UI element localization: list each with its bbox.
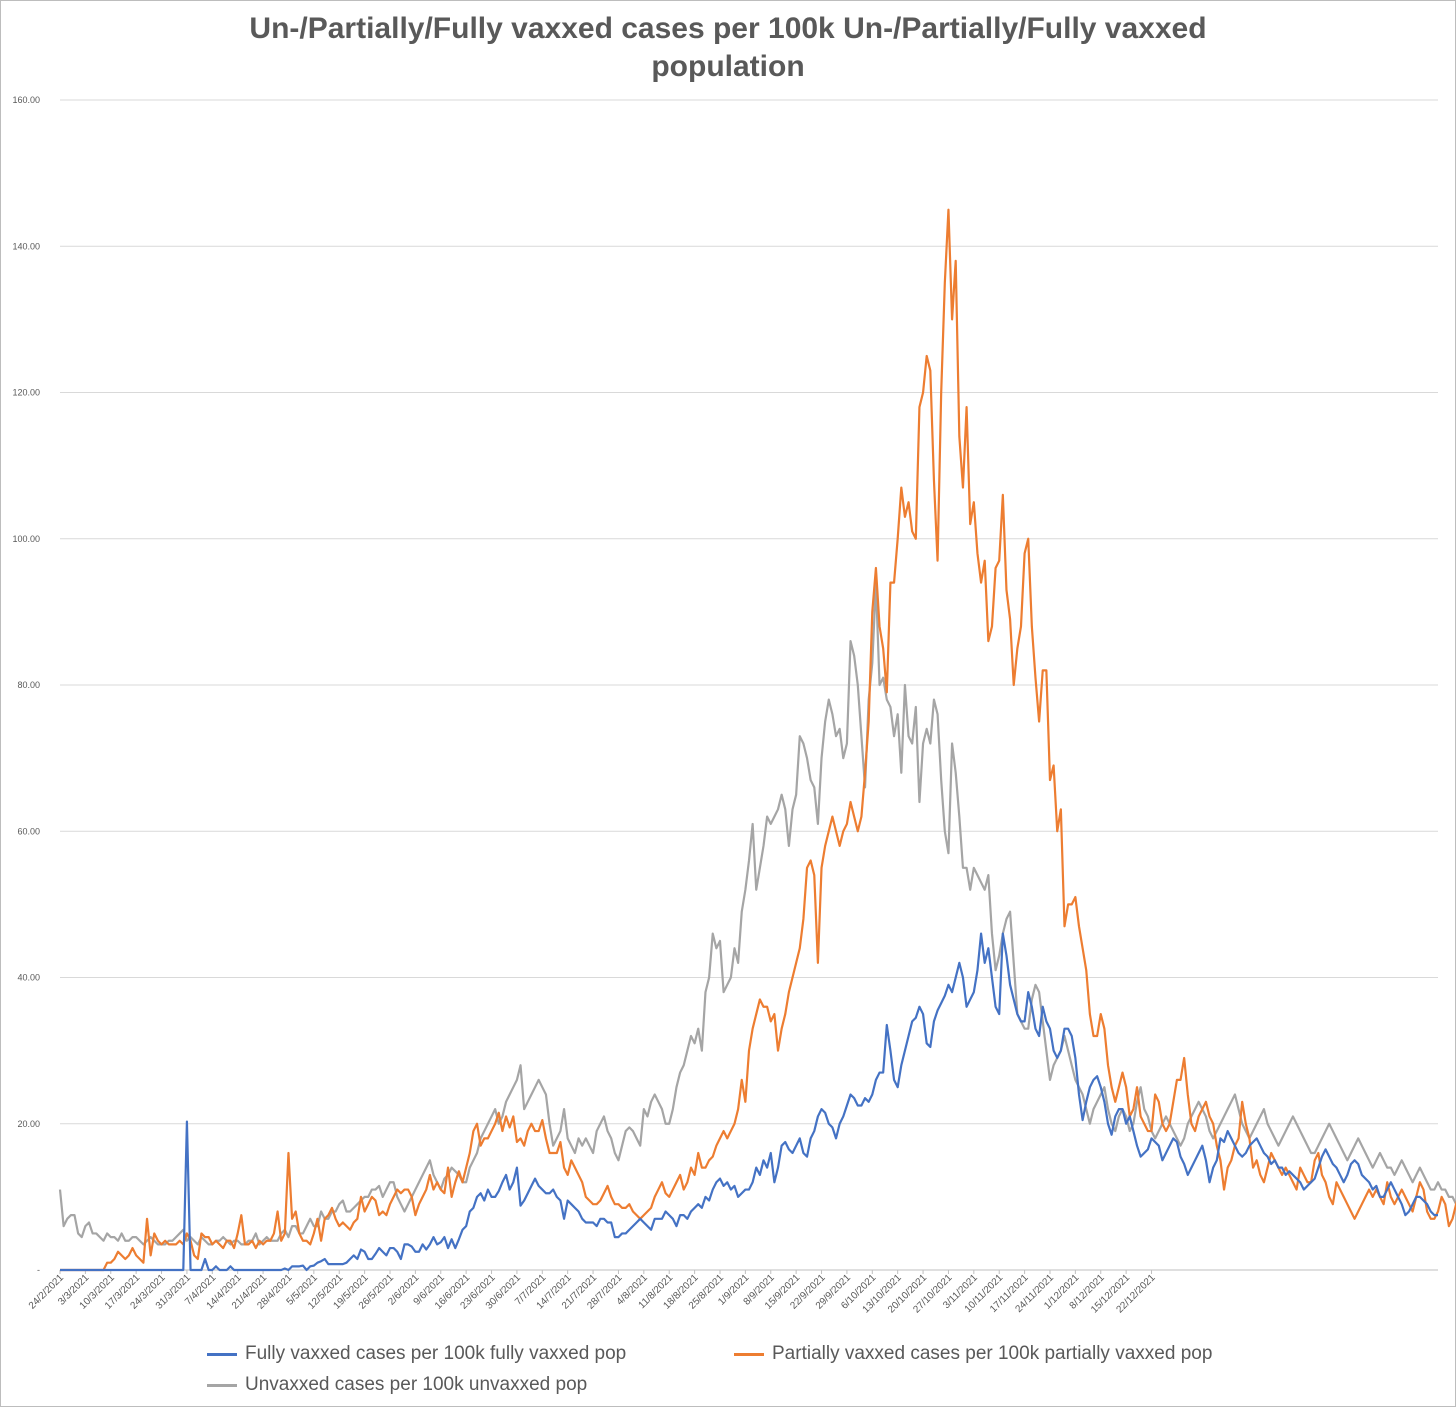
y-tick-label: 120.00 (12, 388, 40, 398)
y-tick-label: 80.00 (17, 680, 40, 690)
y-tick-label: 100.00 (12, 534, 40, 544)
y-tick-label: 140.00 (12, 241, 40, 251)
series-lines (58, 208, 1456, 1272)
x-axis: 24/2/20213/3/202110/3/202117/3/202124/3/… (27, 1269, 1438, 1316)
legend-label-fully: Fully vaxxed cases per 100k fully vaxxed… (245, 1343, 627, 1364)
legend-label-partially: Partially vaxxed cases per 100k partiall… (772, 1343, 1213, 1364)
y-tick-label: 60.00 (17, 826, 40, 836)
chart-title: Un-/Partially/Fully vaxxed cases per 100… (249, 12, 1207, 83)
y-tick-label: 160.00 (12, 95, 40, 105)
series-line-fully (60, 932, 1438, 1272)
legend-swatch-partially (734, 1352, 764, 1356)
legend-swatch-unvaxxed (207, 1383, 237, 1387)
y-tick-label: 20.00 (17, 1119, 40, 1129)
y-tick-label: 40.00 (17, 973, 40, 983)
gridlines (60, 99, 1438, 1271)
legend-item-fully: Fully vaxxed cases per 100k fully vaxxed… (207, 1343, 626, 1365)
legend-item-partially: Partially vaxxed cases per 100k partiall… (734, 1343, 1212, 1365)
series-line-unvaxxed (58, 581, 1456, 1246)
legend-swatch-fully (207, 1352, 237, 1356)
x-tick-label: 24/2/2021 (27, 1272, 67, 1312)
legend-label-unvaxxed: Unvaxxed cases per 100k unvaxxed pop (245, 1374, 588, 1395)
y-tick-label: - (37, 1265, 40, 1275)
series-line-partially (60, 208, 1456, 1272)
y-axis: - 20.00 40.00 60.00 80.00 100.00 120.00 140.00 1… (12, 95, 40, 1275)
legend-item-unvaxxed: Unvaxxed cases per 100k unvaxxed pop (207, 1374, 587, 1396)
